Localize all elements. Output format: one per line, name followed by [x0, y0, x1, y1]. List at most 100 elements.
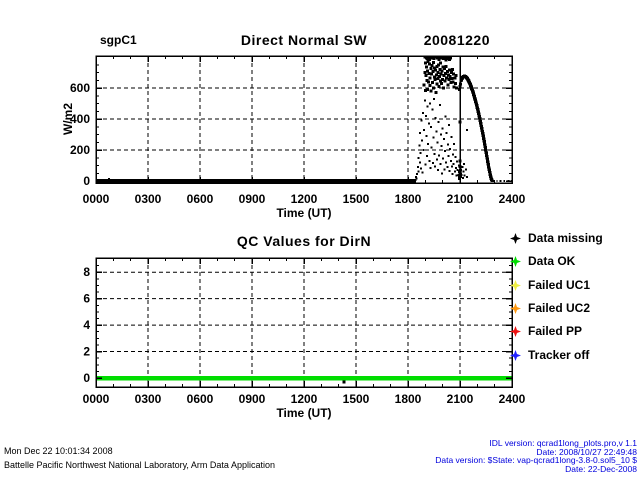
data-point	[108, 178, 110, 181]
data-point	[434, 73, 438, 77]
y-tick-label: 2	[83, 345, 90, 359]
y-tick-label: 0	[83, 371, 90, 385]
y-tick-label: 600	[70, 81, 90, 95]
data-point	[458, 170, 462, 174]
data-point	[418, 144, 421, 147]
data-point	[427, 142, 430, 145]
x-tick-label: 0300	[135, 192, 162, 206]
data-point	[427, 71, 431, 75]
series-cloud-top-clipped	[423, 55, 452, 62]
date-label: 20081220	[423, 32, 490, 48]
data-point	[457, 173, 460, 176]
failed-pp-marker-icon	[510, 325, 521, 337]
data-point	[458, 159, 462, 163]
data-point	[439, 133, 442, 136]
data-point	[431, 60, 435, 64]
data-point	[427, 62, 431, 66]
data-point	[442, 86, 446, 90]
data-point	[445, 55, 449, 59]
data-point	[431, 70, 435, 74]
data-spike	[459, 57, 461, 181]
x-tick-label: 2400	[499, 192, 526, 206]
data-point	[426, 60, 430, 64]
data-point	[446, 73, 450, 77]
data-point	[432, 86, 436, 90]
series-zero-baseline	[96, 179, 417, 184]
data-point	[458, 120, 462, 124]
data-point	[415, 176, 418, 179]
data-point	[450, 135, 453, 138]
data-point	[455, 174, 458, 177]
data-point	[437, 169, 440, 172]
footer-version-info: IDL version: qcrad1long_plots.pro,v 1.1 D…	[435, 439, 637, 473]
data-point	[434, 117, 437, 120]
data-point	[437, 63, 441, 67]
data-point	[456, 169, 459, 172]
failed-uc2-marker-icon	[510, 302, 521, 314]
x-tick-label: 0600	[187, 392, 214, 406]
series-spike-line	[459, 57, 461, 181]
data-point	[440, 69, 444, 73]
data-point	[451, 173, 454, 176]
data-point	[453, 170, 456, 173]
data-point	[439, 162, 442, 165]
data-point	[429, 67, 433, 71]
x-tick-label: 0300	[135, 392, 162, 406]
data-point	[436, 71, 440, 74]
footer-timestamp: Mon Dec 22 10:01:34 2008	[4, 446, 113, 456]
data-point	[437, 84, 441, 88]
data-point	[431, 162, 434, 165]
data-point	[458, 84, 462, 88]
data-point	[452, 72, 456, 76]
data-series	[96, 55, 512, 184]
footer-version-line: Date: 2008/10/27 22:49:48	[536, 446, 637, 457]
data-point	[429, 89, 433, 93]
data-point	[429, 166, 432, 169]
data-point	[448, 68, 452, 72]
y-tick-label: 400	[70, 112, 90, 126]
y-tick-label: 4	[83, 318, 90, 332]
data-point	[425, 88, 429, 92]
data-point	[437, 121, 440, 124]
legend-item-tracker-off: Tracker off	[510, 348, 589, 362]
axes-frame	[95, 55, 513, 184]
data-point	[419, 152, 422, 155]
data-point	[424, 114, 427, 117]
y-tick-label: 6	[83, 292, 90, 306]
series-qc-data-missing-point	[342, 380, 346, 384]
data-point	[445, 70, 449, 74]
data-point	[430, 72, 434, 76]
data-point	[432, 136, 435, 139]
data-point	[441, 65, 445, 69]
data-point	[456, 160, 459, 163]
data-point	[490, 178, 494, 182]
data-point	[426, 69, 430, 73]
data-point	[436, 141, 439, 144]
data-point	[438, 79, 442, 83]
data-point	[463, 174, 466, 177]
data-point	[458, 164, 462, 168]
x-tick-label: 1200	[291, 392, 318, 406]
x-tick-label: 0900	[239, 192, 266, 206]
data-point	[431, 81, 435, 85]
data-point	[458, 82, 462, 86]
data-point	[420, 119, 423, 122]
data-point	[446, 83, 450, 87]
data-point	[432, 75, 436, 79]
failed-uc1-marker-icon	[510, 279, 521, 291]
tick-labels: 0000 0300 0600 0900 1200 1500 1800 2100 2400 0 2 4 6…	[83, 265, 526, 406]
legend-label: Failed PP	[528, 324, 583, 338]
data-point	[425, 135, 428, 138]
footer-organization: Battelle Pacific Northwest National Labo…	[4, 460, 275, 470]
data-point	[433, 97, 435, 100]
legend-label: Data missing	[528, 231, 603, 245]
data-point	[448, 57, 452, 61]
data-point	[424, 74, 428, 78]
plot1-title: Direct Normal SW	[240, 32, 368, 48]
data-point	[435, 130, 438, 133]
data-point	[464, 168, 467, 171]
qc-legend: Data missing Data OK Failed UC1 Failed UC2 F…	[510, 231, 636, 376]
data-point	[427, 55, 431, 59]
data-point	[463, 162, 466, 165]
